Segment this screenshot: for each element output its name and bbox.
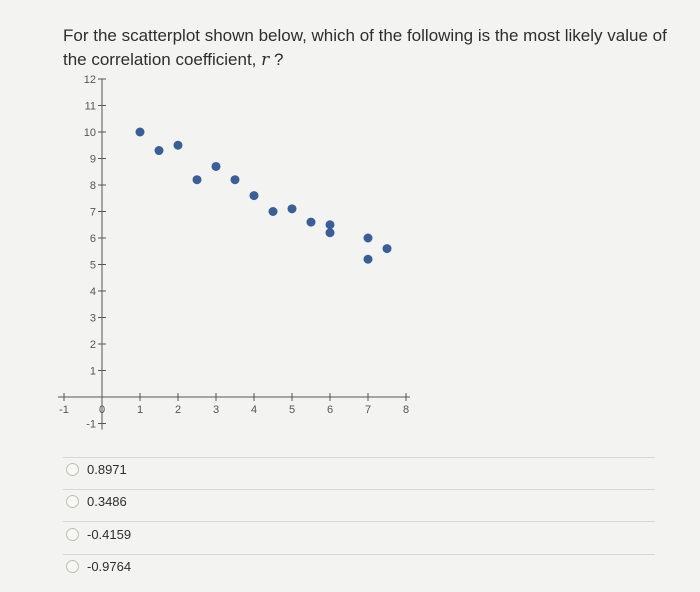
option-label: 0.3486 [87,493,127,509]
data-point [382,244,392,254]
option-3[interactable]: -0.4159 [66,523,131,545]
data-point [154,146,164,156]
data-point [363,233,373,243]
divider [63,554,655,555]
y-tick-label: 11 [85,101,96,113]
divider [63,521,655,522]
divider [63,457,655,458]
data-point [268,207,278,216]
y-tick-label: 12 [84,74,96,86]
data-point [230,175,240,185]
option-label: 0.8971 [87,461,127,477]
data-point [325,220,335,230]
y-tick-label: 10 [84,127,96,139]
option-label: -0.4159 [87,526,132,542]
radio-button[interactable] [66,527,79,541]
x-tick-label: 3 [213,404,219,416]
x-tick-label: 5 [289,404,295,416]
x-tick-label: 1 [137,404,143,416]
radio-button[interactable] [66,559,79,573]
y-tick-label: 6 [90,233,96,245]
y-tick-label: 9 [90,154,96,166]
data-point [173,140,183,150]
radio-button[interactable] [66,462,79,476]
x-tick-label: 8 [403,404,409,416]
y-tick-label: 5 [90,260,96,272]
option-1[interactable]: 0.8971 [66,458,127,480]
question-text: For the scatterplot shown below, which o… [63,24,673,72]
x-tick-label: 7 [365,404,371,416]
y-tick-label: 8 [90,180,96,192]
option-4[interactable]: -0.9764 [66,555,131,577]
data-point [325,228,335,238]
data-point [249,191,259,201]
x-tick-label: -1 [59,404,69,416]
y-tick-label: 7 [90,207,96,219]
y-tick-label: -1 [86,419,96,431]
x-tick-label: 0 [99,404,105,416]
y-tick-label: 2 [90,339,96,351]
y-tick-label: 1 [90,366,96,378]
x-tick-label: 6 [327,404,333,416]
option-label: -0.9764 [87,558,132,574]
y-tick-label: 3 [90,313,96,325]
divider [63,489,655,490]
x-tick-label: 4 [251,404,257,416]
question-suffix: ? [269,50,284,69]
radio-button[interactable] [66,494,79,508]
data-point [363,254,373,264]
data-point [192,175,202,185]
data-point [287,204,297,214]
question-prompt: For the scatterplot shown below, which o… [63,26,667,69]
correlation-variable: r [261,50,270,70]
data-point [135,127,145,137]
y-tick-label: 4 [90,286,96,298]
x-tick-label: 2 [175,404,181,416]
data-point [211,161,221,171]
option-2[interactable]: 0.3486 [66,490,127,512]
data-point [306,217,316,227]
